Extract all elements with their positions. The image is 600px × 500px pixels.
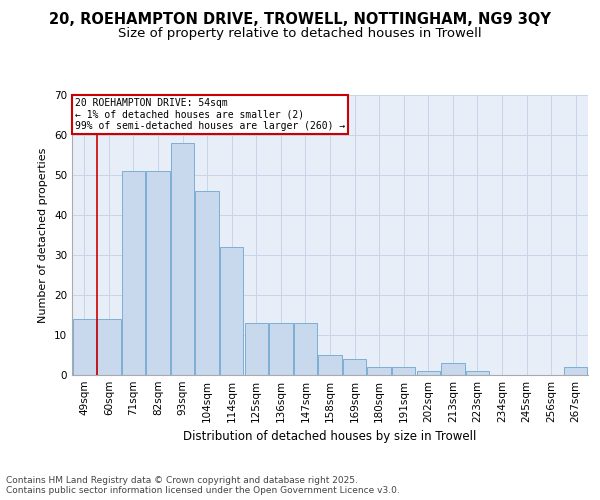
Bar: [466, 371, 489, 375]
Text: 20, ROEHAMPTON DRIVE, TROWELL, NOTTINGHAM, NG9 3QY: 20, ROEHAMPTON DRIVE, TROWELL, NOTTINGHA…: [49, 12, 551, 28]
Bar: [122, 171, 145, 375]
Bar: [97, 319, 121, 375]
Bar: [146, 171, 170, 375]
Bar: [269, 323, 293, 375]
Bar: [196, 191, 219, 375]
Bar: [367, 367, 391, 375]
Bar: [392, 367, 415, 375]
Text: 20 ROEHAMPTON DRIVE: 54sqm
← 1% of detached houses are smaller (2)
99% of semi-d: 20 ROEHAMPTON DRIVE: 54sqm ← 1% of detac…: [74, 98, 345, 131]
Bar: [294, 323, 317, 375]
Text: Size of property relative to detached houses in Trowell: Size of property relative to detached ho…: [118, 28, 482, 40]
Bar: [220, 247, 244, 375]
Bar: [319, 355, 341, 375]
Bar: [73, 319, 96, 375]
Bar: [245, 323, 268, 375]
Bar: [564, 367, 587, 375]
Bar: [171, 143, 194, 375]
Y-axis label: Number of detached properties: Number of detached properties: [38, 148, 49, 322]
Bar: [441, 363, 464, 375]
Bar: [343, 359, 366, 375]
Bar: [416, 371, 440, 375]
Text: Contains HM Land Registry data © Crown copyright and database right 2025.
Contai: Contains HM Land Registry data © Crown c…: [6, 476, 400, 495]
X-axis label: Distribution of detached houses by size in Trowell: Distribution of detached houses by size …: [184, 430, 476, 444]
